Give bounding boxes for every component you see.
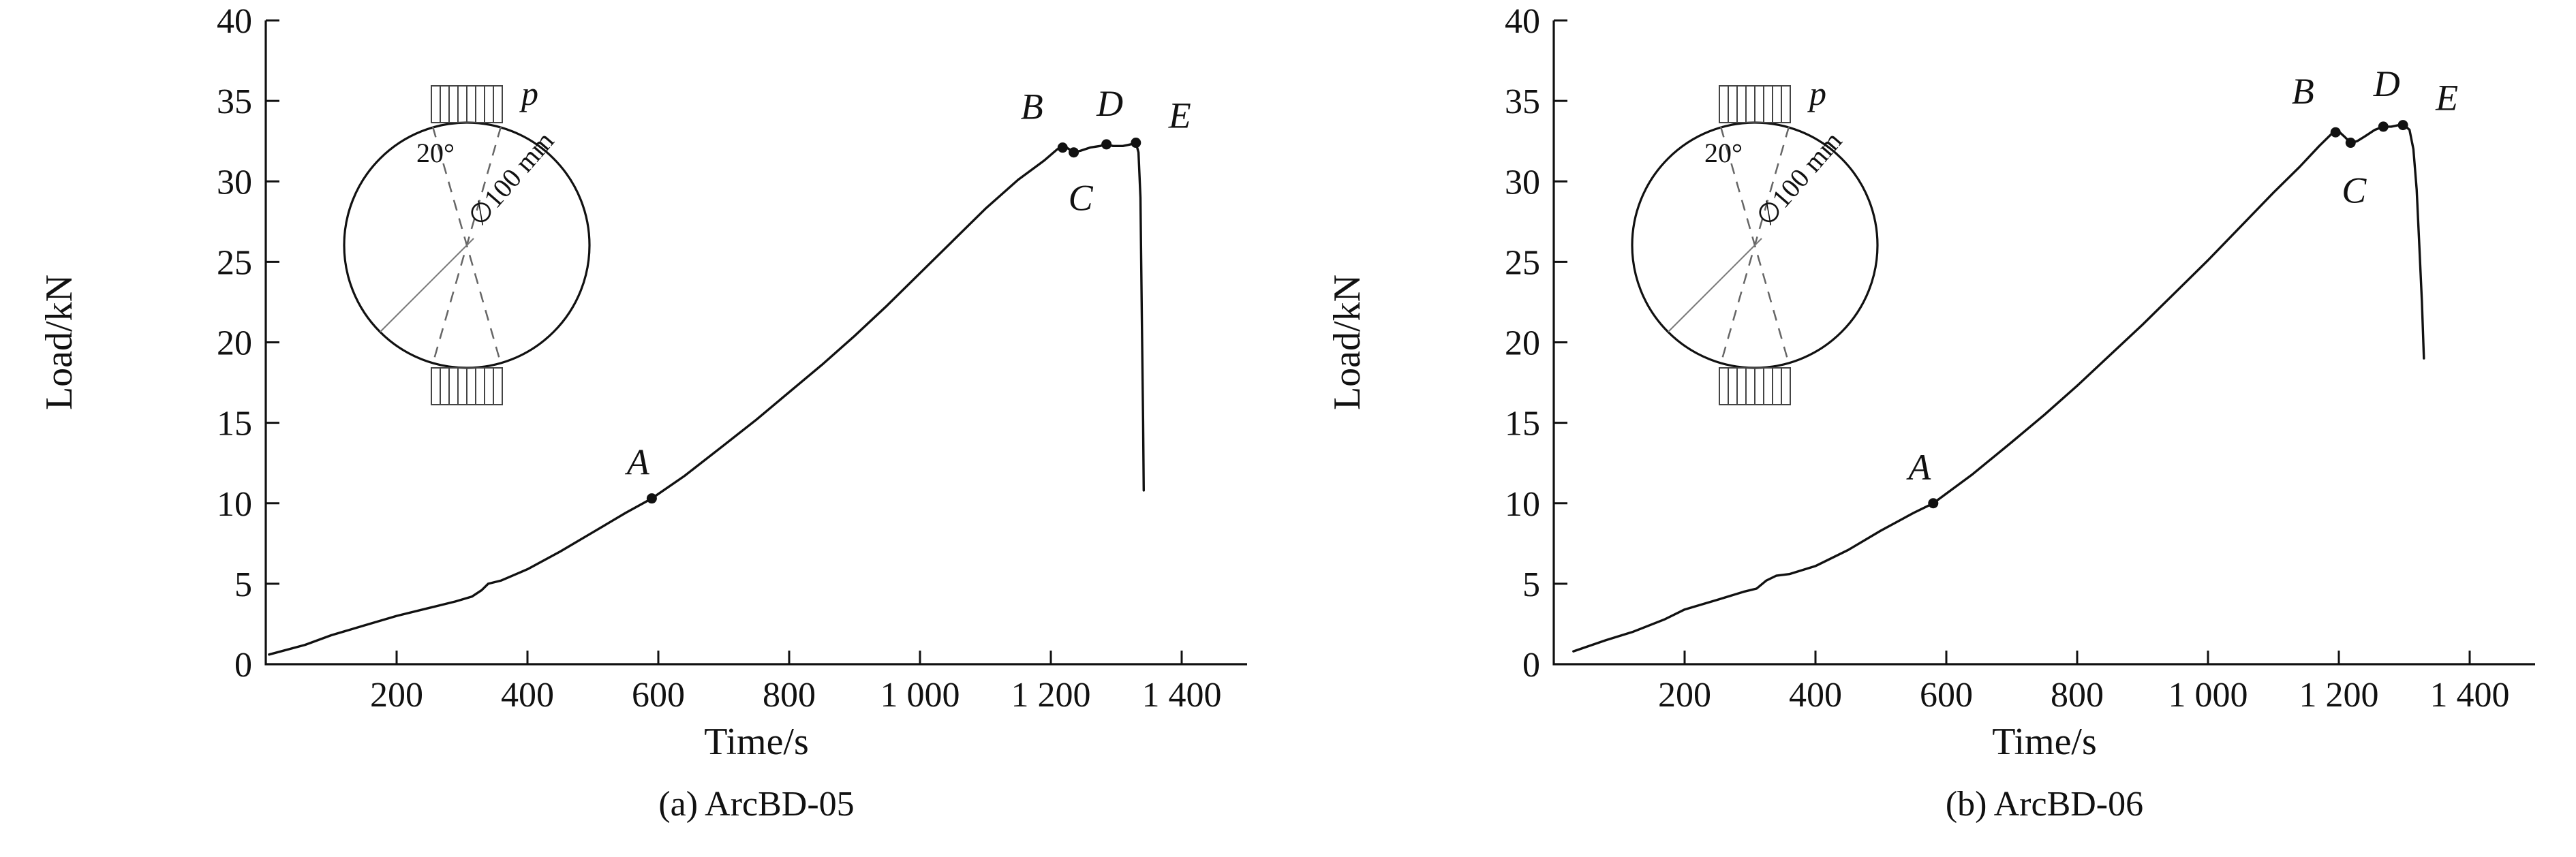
x-tick-label: 400	[501, 676, 554, 715]
y-tick-label: 10	[1505, 485, 1540, 524]
marker-label-A: A	[625, 442, 650, 483]
diameter-line	[380, 238, 474, 332]
marker-point-E	[1131, 138, 1141, 149]
axes	[1552, 20, 2535, 666]
y-tick-label: 20	[217, 324, 252, 363]
marker-label-B: B	[1021, 87, 1043, 127]
x-axis-title: Time/s	[704, 721, 809, 763]
y-tick-label: 20	[1505, 324, 1540, 363]
y-tick-label: 25	[217, 243, 252, 282]
x-axis-title: Time/s	[1992, 721, 2097, 763]
marker-label-A: A	[1906, 447, 1931, 488]
y-tick-label: 30	[217, 163, 252, 202]
marker-point-D	[2378, 121, 2389, 132]
diameter-label: ∅100 mm	[1750, 125, 1848, 232]
y-tick-label: 40	[217, 2, 252, 41]
diameter-line	[1668, 238, 1762, 332]
marker-label-D: D	[2373, 63, 2400, 104]
y-tick-label: 15	[217, 405, 252, 443]
angle-label: 20°	[416, 138, 455, 168]
x-tick-label: 600	[632, 676, 685, 715]
y-tick-label: 25	[1505, 243, 1540, 282]
marker-label-E: E	[1168, 95, 1191, 136]
marker-point-C	[1069, 147, 1079, 158]
marker-point-D	[1101, 139, 1112, 150]
y-tick-label: 5	[234, 565, 252, 604]
marker-point-C	[2345, 138, 2356, 149]
y-tick-label: 10	[217, 485, 252, 524]
x-tick-label: 1 400	[2430, 676, 2510, 715]
x-tick-label: 1 200	[2299, 676, 2379, 715]
chart-svg-a: 200 400 600 800 1 000 1 200 1 400 0 5 10 15 20 25 30 3…	[38, 2, 1247, 824]
x-tick-label: 600	[1920, 676, 1973, 715]
pressure-label: p	[1807, 74, 1826, 112]
x-tick-label: 200	[370, 676, 423, 715]
x-tick-label: 200	[1658, 676, 1711, 715]
x-tick-label: 1 000	[880, 676, 960, 715]
y-tick-label: 30	[1505, 163, 1540, 202]
pressure-label: p	[519, 74, 538, 112]
chart-panel-b: 200 400 600 800 1 000 1 200 1 400 0 5 10 15 20 25 30 3…	[1288, 0, 2576, 857]
y-tick-label: 0	[1522, 646, 1540, 685]
marker-label-C: C	[1069, 178, 1094, 219]
y-tick-label: 40	[1505, 2, 1540, 41]
marker-label-E: E	[2435, 78, 2458, 119]
marker-point-B	[1057, 142, 1068, 153]
marker-point-A	[1928, 498, 1939, 509]
marker-label-B: B	[2292, 71, 2314, 112]
marker-label-D: D	[1096, 83, 1123, 124]
y-axis-title: Load/kN	[38, 275, 80, 410]
load-curve	[1572, 123, 2425, 653]
diameter-label: ∅100 mm	[462, 125, 560, 232]
load-curve	[268, 141, 1145, 656]
y-tick-label: 15	[1505, 405, 1540, 443]
angle-label: 20°	[1704, 138, 1743, 168]
y-tick-label: 0	[234, 646, 252, 685]
x-tick-label: 800	[2051, 676, 2104, 715]
x-tick-label: 1 200	[1011, 676, 1091, 715]
marker-point-A	[646, 493, 657, 504]
x-tick-label: 1 400	[1142, 676, 1222, 715]
y-tick-label: 35	[217, 82, 252, 121]
x-tick-label: 1 000	[2168, 676, 2248, 715]
x-tick-label: 400	[1789, 676, 1842, 715]
y-tick-label: 5	[1522, 565, 1540, 604]
marker-point-E	[2397, 120, 2408, 131]
chart-caption: (b) ArcBD-06	[1946, 785, 2143, 824]
y-axis-title: Load/kN	[1326, 275, 1368, 410]
chart-svg-b: 200 400 600 800 1 000 1 200 1 400 0 5 10 15 20 25 30 3…	[1326, 2, 2535, 824]
chart-panel-a: 200 400 600 800 1 000 1 200 1 400 0 5 10 15 20 25 30 3…	[38, 2, 1247, 824]
x-tick-label: 800	[763, 676, 816, 715]
marker-point-B	[2330, 127, 2341, 138]
y-tick-label: 35	[1505, 82, 1540, 121]
marker-label-C: C	[2342, 170, 2367, 211]
chart-caption: (a) ArcBD-05	[658, 785, 854, 824]
